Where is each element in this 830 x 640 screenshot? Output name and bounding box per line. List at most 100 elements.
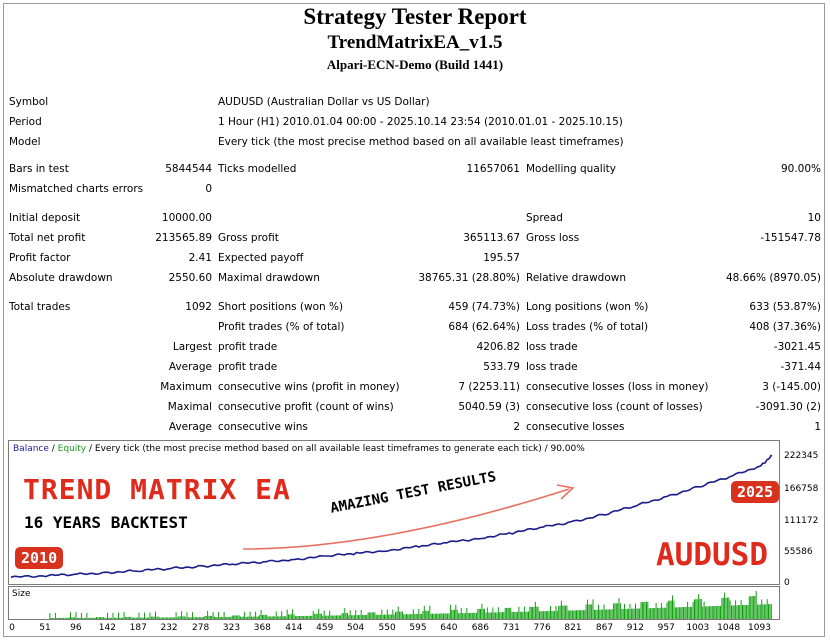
model-value: Every tick (the most precise method base… — [218, 136, 624, 148]
x-tick-label: 912 — [626, 623, 644, 633]
size-bar — [201, 617, 203, 619]
size-bar — [625, 608, 627, 619]
largest-profit-value: 4206.82 — [476, 341, 520, 353]
size-bar — [156, 616, 158, 619]
size-bar — [739, 605, 741, 619]
ticks-value: 11657061 — [466, 163, 520, 175]
size-bar — [270, 616, 272, 619]
size-bar — [425, 610, 427, 619]
size-bar — [161, 617, 163, 619]
size-bar — [460, 608, 462, 619]
size-bar — [78, 617, 80, 619]
size-bar — [262, 615, 263, 619]
size-bar — [574, 610, 576, 619]
x-tick-label: 142 — [98, 623, 116, 633]
size-bar — [685, 607, 687, 619]
size-bar — [563, 605, 565, 619]
row-net-profit: Total net profit 213565.89 Gross profit … — [9, 231, 824, 245]
x-tick-label: 1003 — [686, 623, 710, 633]
size-bar — [763, 604, 765, 619]
size-bar — [633, 608, 635, 619]
size-bar — [222, 616, 224, 619]
size-bar — [495, 612, 497, 619]
size-bar — [656, 607, 658, 619]
size-bar — [307, 615, 309, 619]
size-bar — [463, 613, 465, 619]
legend-rest: / Every tick (the most precise method ba… — [86, 444, 585, 454]
size-bar — [116, 617, 118, 619]
size-bar — [502, 612, 503, 619]
size-bar — [408, 614, 410, 619]
size-bar — [319, 613, 321, 619]
row-bars: Bars in test 5844544 Ticks modelled 1165… — [9, 162, 824, 176]
symbol-value: AUDUSD (Australian Dollar vs US Dollar) — [218, 96, 430, 108]
size-bar — [700, 599, 702, 619]
size-bar — [322, 615, 324, 619]
size-bar — [362, 615, 364, 619]
x-tick-label: 1048 — [717, 623, 741, 633]
size-bar — [299, 616, 300, 619]
size-bar — [403, 614, 405, 619]
x-tick-label: 731 — [502, 623, 520, 633]
size-bar — [149, 612, 151, 619]
size-bar — [736, 605, 738, 619]
size-bar — [352, 615, 354, 619]
size-bar — [142, 617, 144, 619]
size-bar — [264, 614, 266, 619]
size-bar — [189, 617, 191, 619]
size-bar — [759, 604, 761, 619]
size-bar — [244, 611, 246, 619]
size-bar — [503, 612, 505, 619]
size-bar — [271, 616, 273, 619]
size-bar — [286, 609, 288, 619]
loss-trades-label: Loss trades (% of total) — [526, 321, 649, 333]
size-bar — [746, 604, 748, 619]
net-label: Total net profit — [9, 232, 86, 244]
size-bar — [414, 614, 416, 619]
avg-losses-label: consecutive losses — [526, 421, 625, 433]
size-bar — [718, 605, 720, 619]
size-bar — [224, 616, 226, 619]
size-bar — [229, 616, 231, 619]
size-bar — [209, 615, 211, 619]
size-bar — [211, 615, 213, 619]
size-bar — [622, 609, 624, 619]
size-bar — [135, 617, 137, 619]
size-bar — [168, 617, 170, 619]
size-bar — [218, 612, 220, 619]
abs-dd-label: Absolute drawdown — [9, 272, 113, 284]
gross-profit-value: 365113.67 — [463, 232, 520, 244]
size-bar — [375, 614, 377, 619]
y-tick-label: 55586 — [784, 547, 813, 557]
size-bar — [611, 609, 613, 619]
size-bar — [395, 611, 396, 619]
size-bar — [308, 615, 310, 619]
size-bar — [272, 616, 274, 619]
size-bar — [255, 611, 257, 619]
size-bar — [663, 607, 665, 619]
size-bar — [93, 617, 95, 619]
long-value: 633 (53.87%) — [749, 301, 821, 313]
size-bar — [101, 617, 103, 619]
size-bar — [263, 614, 265, 619]
long-label: Long positions (won %) — [526, 301, 649, 313]
size-bar — [373, 612, 375, 619]
size-bar — [256, 616, 258, 619]
size-bar — [514, 611, 516, 619]
size-bar — [109, 617, 111, 619]
size-bar — [440, 613, 442, 619]
size-bar — [432, 613, 433, 619]
size-bar — [525, 611, 527, 619]
size-bar — [289, 614, 291, 619]
size-bar — [80, 612, 82, 619]
size-bar — [510, 607, 512, 619]
avg-losses-value: 1 — [814, 421, 821, 433]
x-tick-label: 187 — [129, 623, 147, 633]
size-bar — [709, 606, 711, 619]
size-bar — [389, 614, 391, 619]
maximal-profit-value: 5040.59 (3) — [458, 401, 520, 413]
size-bar — [588, 604, 590, 619]
size-bar — [367, 612, 369, 619]
size-bar — [74, 617, 76, 619]
size-bar — [506, 607, 508, 619]
